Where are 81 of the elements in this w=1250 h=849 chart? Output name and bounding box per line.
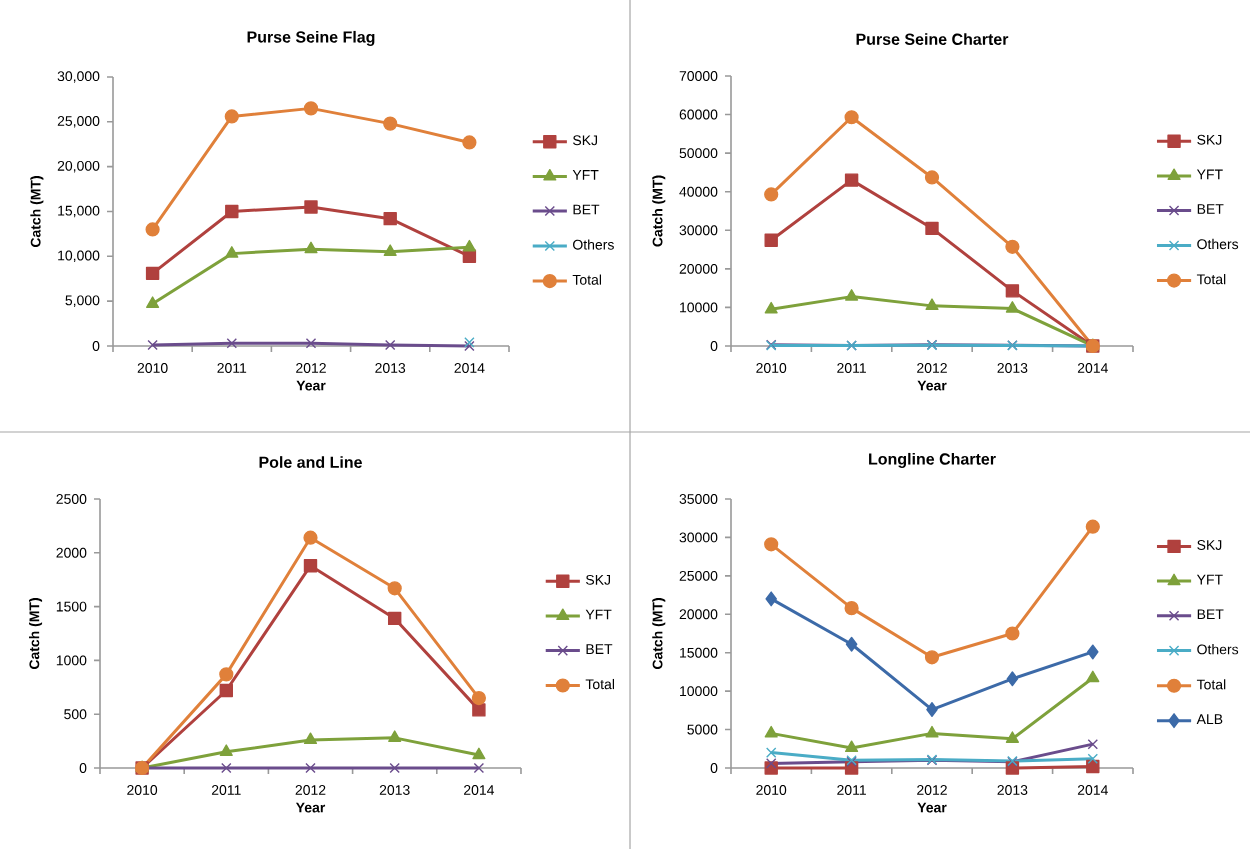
y-tick-label: 15,000 [58, 205, 100, 218]
legend-label: BET [1197, 204, 1224, 214]
y-axis-title: Catch (MT) [652, 598, 666, 670]
y-tick-label: 2000 [56, 547, 87, 558]
x-tick-label: 2012 [295, 785, 326, 795]
legend-label: YFT [585, 609, 612, 620]
legend-label: Others [573, 239, 614, 250]
y-tick-label: 30000 [679, 225, 718, 236]
x-tick-label: 2013 [997, 363, 1028, 373]
y-axis-title: Catch (MT) [30, 176, 44, 248]
x-tick-label: 2011 [217, 363, 247, 373]
x-tick-label: 2013 [997, 785, 1028, 795]
x-axis-title: Year [295, 802, 326, 813]
x-tick-label: 2011 [837, 785, 866, 795]
x-tick-label: 2010 [756, 363, 787, 373]
legend-label: SKJ [1197, 134, 1222, 145]
x-tick-label: 2010 [127, 785, 158, 795]
legend-label: Total [1196, 679, 1226, 690]
y-tick-label: 10000 [680, 302, 718, 313]
legend-label: ALB [1196, 714, 1223, 724]
y-tick-label: 0 [710, 763, 718, 773]
x-tick-label: 2013 [379, 785, 410, 795]
x-tick-label: 2013 [375, 363, 406, 373]
y-tick-label: 10,000 [58, 250, 100, 263]
y-tick-label: 20000 [679, 263, 718, 274]
x-tick-label: 2012 [917, 363, 947, 373]
y-tick-label: 0 [710, 341, 718, 351]
y-tick-label: 1500 [56, 601, 87, 612]
x-axis-title: Year [917, 380, 947, 391]
chart-title: Longline Charter [869, 452, 996, 468]
legend-label: Total [585, 678, 615, 690]
chart-title: Pole and Line [259, 456, 362, 468]
y-tick-label: 20000 [679, 609, 718, 620]
x-tick-label: 2010 [756, 785, 787, 795]
x-tick-label: 2014 [464, 785, 495, 795]
y-tick-label: 35000 [679, 494, 718, 504]
x-axis-title: Year [296, 380, 326, 391]
x-tick-label: 2012 [917, 785, 947, 795]
legend-label: Others [1197, 644, 1239, 655]
legend-label: Total [1196, 274, 1226, 285]
legend-label: Others [1197, 238, 1239, 250]
y-tick-label: 5000 [687, 724, 718, 735]
y-tick-label: 15000 [680, 647, 718, 658]
y-tick-label: 1000 [56, 655, 87, 666]
y-tick-label: 30000 [679, 532, 718, 543]
legend-label: YFT [1196, 169, 1223, 180]
y-axis-title: Catch (MT) [29, 598, 43, 670]
legend-label: YFT [1196, 574, 1223, 585]
y-tick-label: 20,000 [57, 160, 100, 173]
x-tick-label: 2014 [1077, 785, 1108, 795]
legend-label: BET [573, 204, 600, 215]
y-tick-label: 25,000 [57, 116, 100, 128]
y-tick-label: 40000 [679, 186, 718, 197]
y-tick-label: 10000 [680, 686, 718, 697]
legend-label: SKJ [573, 135, 598, 146]
y-tick-label: 50000 [679, 148, 718, 159]
y-tick-label: 25000 [679, 570, 718, 581]
y-tick-label: 5,000 [65, 295, 100, 307]
y-tick-label: 500 [64, 709, 87, 720]
x-tick-label: 2011 [837, 363, 866, 373]
legend-label: BET [1197, 609, 1224, 620]
y-tick-label: 0 [92, 341, 100, 351]
x-axis-title: Year [917, 802, 947, 813]
chart-title: Purse Seine Charter [856, 33, 1009, 45]
y-tick-label: 0 [79, 763, 87, 773]
chart-title: Purse Seine Flag [247, 30, 375, 46]
y-axis-title: Catch (MT) [652, 175, 666, 247]
y-tick-label: 30,000 [57, 71, 100, 83]
legend-label: BET [586, 644, 613, 654]
x-tick-label: 2014 [1077, 363, 1108, 373]
x-tick-label: 2010 [137, 363, 168, 373]
x-tick-label: 2011 [211, 785, 241, 795]
y-tick-label: 2500 [56, 494, 87, 504]
y-tick-label: 70000 [679, 71, 718, 81]
x-tick-label: 2014 [454, 363, 485, 373]
legend-label: SKJ [586, 574, 611, 585]
legend-label: Total [572, 274, 602, 285]
legend-label: SKJ [1197, 540, 1222, 550]
y-tick-label: 60000 [679, 109, 718, 120]
legend-label: YFT [572, 170, 599, 180]
x-tick-label: 2012 [296, 363, 326, 373]
